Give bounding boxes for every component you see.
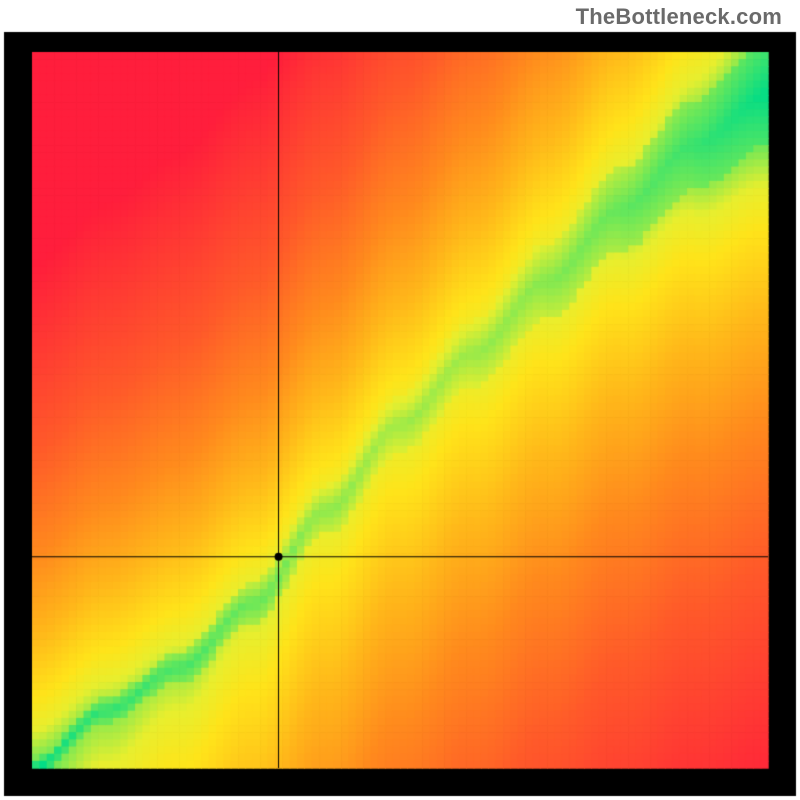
bottleneck-heatmap: [0, 0, 800, 800]
watermark-text: TheBottleneck.com: [576, 4, 782, 30]
